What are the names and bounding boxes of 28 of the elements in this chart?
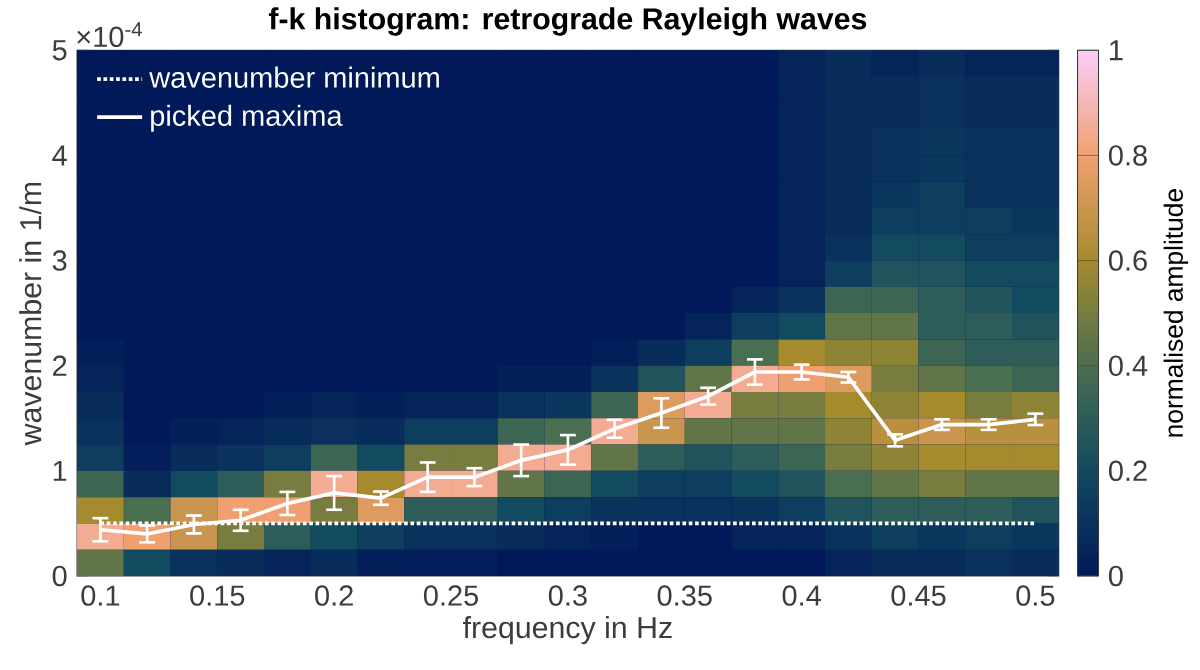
y-tick-label: 0 — [52, 565, 67, 587]
color-bar-title: normalised amplitude — [1163, 189, 1189, 437]
color-bar-label: 0.6 — [1108, 250, 1147, 271]
y-tick-label: 2 — [53, 355, 67, 376]
color-bar-label: 1 — [1110, 40, 1123, 61]
x-tick-label: 0.25 — [423, 585, 478, 606]
x-tick-label: 0.2 — [315, 585, 353, 606]
x-tick-label: 0.3 — [548, 585, 587, 606]
color-bar-label: 0.8 — [1108, 145, 1147, 166]
x-tick-label: 0.15 — [190, 585, 245, 606]
legend-label: wavenumber minimum — [149, 66, 439, 88]
color-bar-label: 0.4 — [1108, 355, 1148, 376]
y-axis-title: wavenumber in 1/m — [19, 182, 42, 446]
y-tick-label: 3 — [52, 250, 67, 271]
x-tick-label: 0.1 — [81, 585, 120, 606]
y-tick-label: 4 — [52, 145, 67, 166]
x-tick-label: 0.5 — [1016, 585, 1055, 606]
color-bar-label: 0 — [1108, 565, 1123, 587]
text: ×10$^{-4}$ — [77, 22, 142, 48]
legend-label: picked maxima — [151, 104, 343, 132]
x-tick-label: 0.35 — [657, 585, 712, 606]
color-bar-label: 0.2 — [1108, 460, 1147, 482]
x-axis-title: frequency in Hz — [463, 616, 672, 645]
x-tick-label: 0.4 — [782, 585, 821, 606]
chart-title: f-k histogram: retrograde Rayleigh waves — [268, 7, 867, 36]
y-tick-label: 5 — [52, 40, 67, 61]
y-tick-label: 1 — [53, 460, 67, 481]
x-tick-label: 0.45 — [891, 585, 946, 606]
